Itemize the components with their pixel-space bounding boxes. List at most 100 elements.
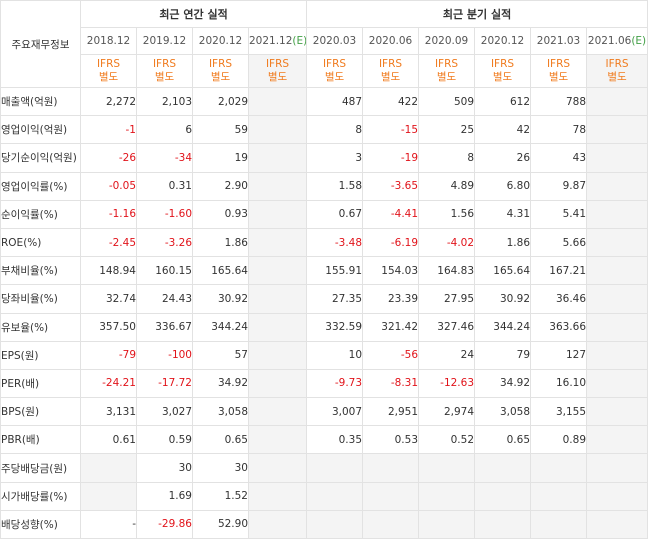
- annual-value-cell: 24.43: [136, 284, 193, 314]
- annual-value-cell: [80, 453, 137, 483]
- quarter-value-cell: 9.87: [530, 171, 588, 201]
- annual-value-cell: -100: [136, 340, 193, 370]
- quarter-value-cell: -4.02: [418, 227, 476, 258]
- ifrs-line1: IFRS: [378, 58, 403, 70]
- period-header: 2018.12: [80, 27, 137, 55]
- annual-value-cell: [247, 368, 308, 399]
- annual-value-cell: -1.16: [80, 199, 137, 229]
- ifrs-badge: IFRS 별도: [362, 54, 420, 88]
- annual-value-cell: 148.94: [80, 256, 137, 286]
- annual-value-cell: [247, 256, 308, 286]
- quarter-value-cell: 165.64: [474, 256, 532, 286]
- quarter-value-cell: 509: [418, 86, 476, 117]
- ifrs-badge: IFRS 별도: [530, 54, 588, 88]
- quarter-value-cell: 42: [474, 115, 532, 145]
- row-label: PER(배): [0, 368, 81, 399]
- annual-value-cell: -1.60: [136, 199, 193, 229]
- table-row: 당기순이익(억원) -26 -34 19 3 -19 8 26 43: [0, 143, 648, 173]
- quarter-value-cell: [474, 453, 532, 483]
- quarter-value-cell: 2,974: [418, 397, 476, 427]
- quarter-value-cell: 164.83: [418, 256, 476, 286]
- annual-value-cell: 1.86: [192, 227, 249, 258]
- annual-value-cell: 30.92: [192, 284, 249, 314]
- quarter-value-cell: 0.53: [362, 425, 420, 455]
- quarter-value-cell: 155.91: [306, 256, 364, 286]
- row-label: 부채비율(%): [0, 256, 81, 286]
- quarter-value-cell: 167.21: [530, 256, 588, 286]
- table-row: 주당배당금(원) 30 30: [0, 453, 648, 483]
- quarter-value-cell: 0.35: [306, 425, 364, 455]
- quarter-value-cell: 27.95: [418, 284, 476, 314]
- quarter-value-cell: 24: [418, 340, 476, 370]
- annual-value-cell: -: [80, 509, 137, 539]
- row-label: 당좌비율(%): [0, 284, 81, 314]
- quarter-value-cell: 363.66: [530, 312, 588, 342]
- quarter-value-cell: 34.92: [474, 368, 532, 399]
- annual-value-cell: 3,027: [136, 397, 193, 427]
- annual-value-cell: -34: [136, 143, 193, 173]
- quarter-value-cell: -56: [362, 340, 420, 370]
- annual-value-cell: [247, 227, 308, 258]
- quarter-value-cell: 0.52: [418, 425, 476, 455]
- quarter-value-cell: 487: [306, 86, 364, 117]
- ifrs-line2: 별도: [380, 71, 401, 83]
- period-header: 2020.03: [306, 27, 364, 55]
- quarter-value-cell: 25: [418, 115, 476, 145]
- quarter-value-cell: 344.24: [474, 312, 532, 342]
- table-row: 부채비율(%) 148.94 160.15 165.64 155.91 154.03 164…: [0, 256, 648, 286]
- annual-value-cell: 19: [192, 143, 249, 173]
- quarter-value-cell: 8: [418, 143, 476, 173]
- quarter-value-cell: 16.10: [530, 368, 588, 399]
- table-row: 시가배당률(%) 1.69 1.52: [0, 481, 648, 511]
- annual-value-cell: 2,272: [80, 86, 137, 117]
- row-label: 영업이익(억원): [0, 115, 81, 145]
- quarter-value-cell: 10: [306, 340, 364, 370]
- quarter-value-cell: 78: [530, 115, 588, 145]
- annual-value-cell: 30: [192, 453, 249, 483]
- ifrs-line1: IFRS: [434, 58, 459, 70]
- quarter-value-cell: 1.56: [418, 199, 476, 229]
- quarter-value-cell: [586, 368, 648, 399]
- ifrs-line2: 별도: [210, 71, 231, 83]
- annual-value-cell: [247, 312, 308, 342]
- annual-value-cell: [247, 425, 308, 455]
- annual-value-cell: 1.52: [192, 481, 249, 511]
- quarter-value-cell: 79: [474, 340, 532, 370]
- annual-value-cell: [247, 86, 308, 117]
- quarter-value-cell: [586, 115, 648, 145]
- annual-group-header: 최근 연간 실적: [79, 0, 308, 28]
- row-label: 영업이익률(%): [0, 171, 81, 201]
- quarter-value-cell: -12.63: [418, 368, 476, 399]
- annual-value-cell: [247, 481, 308, 511]
- annual-value-cell: -79: [80, 340, 137, 370]
- annual-value-cell: 0.31: [136, 171, 193, 201]
- annual-value-cell: -2.45: [80, 227, 137, 258]
- annual-value-cell: 160.15: [136, 256, 193, 286]
- annual-value-cell: 3,131: [80, 397, 137, 427]
- annual-value-cell: 336.67: [136, 312, 193, 342]
- row-label: ROE(%): [0, 227, 81, 258]
- period-header: 2021.03: [530, 27, 588, 55]
- quarter-value-cell: 4.89: [418, 171, 476, 201]
- quarter-value-cell: 422: [362, 86, 420, 117]
- quarter-value-cell: [586, 481, 648, 511]
- header-period-row: 2018.12 2019.12 2020.12 2021.12(E) 2020.…: [1, 27, 648, 55]
- quarter-value-cell: 6.80: [474, 171, 532, 201]
- ifrs-line1: IFRS: [490, 58, 515, 70]
- table-row: EPS(원) -79 -100 57 10 -56 24 79 127: [0, 340, 648, 370]
- annual-value-cell: 3,058: [192, 397, 249, 427]
- period-header: 2020.09: [418, 27, 476, 55]
- estimate-mark: (E): [292, 35, 307, 47]
- quarter-value-cell: 3,007: [306, 397, 364, 427]
- quarter-value-cell: [418, 509, 476, 539]
- quarter-value-cell: [418, 481, 476, 511]
- period-header: 2020.12: [474, 27, 532, 55]
- quarter-value-cell: 0.89: [530, 425, 588, 455]
- quarter-value-cell: 788: [530, 86, 588, 117]
- period-label: 2021.12: [249, 35, 293, 47]
- annual-value-cell: -29.86: [136, 509, 193, 539]
- annual-value-cell: 1.69: [136, 481, 193, 511]
- quarter-value-cell: [586, 509, 648, 539]
- row-label: 매출액(억원): [0, 86, 81, 117]
